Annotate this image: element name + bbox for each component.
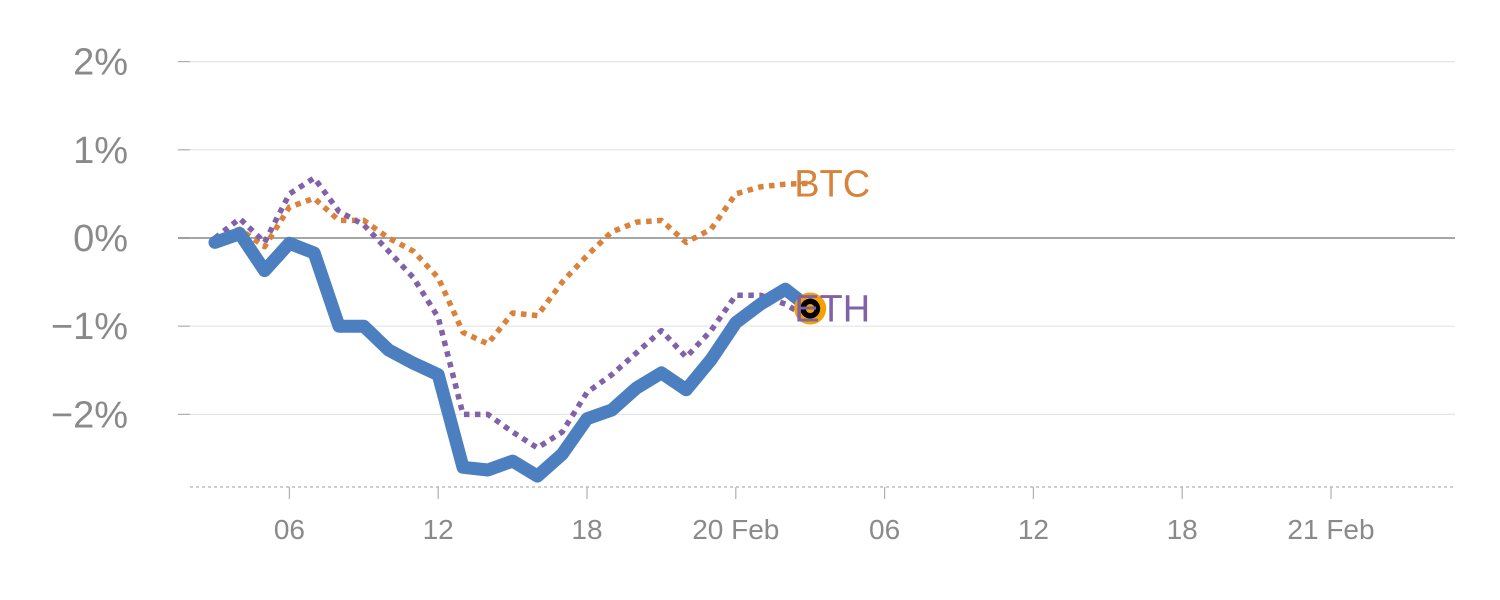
series-line-main [208, 227, 817, 483]
y-tick-label: 0% [73, 218, 128, 260]
y-tick-label: 1% [73, 130, 128, 172]
x-tick-label: 12 [1018, 514, 1049, 545]
series-label: ETH [794, 289, 870, 331]
x-tick-label: 06 [274, 514, 305, 545]
x-tick-label: 20 Feb [692, 514, 779, 545]
x-tick-label: 06 [869, 514, 900, 545]
x-tick-label: 12 [423, 514, 454, 545]
y-tick-label: −1% [51, 306, 128, 348]
x-tick-label: 21 Feb [1287, 514, 1374, 545]
series-labels: BTC ETH [794, 163, 870, 330]
x-axis: 06 12 18 20 Feb 06 12 18 21 Feb [274, 487, 1375, 545]
x-tick-label: 18 [571, 514, 602, 545]
series-line-btc [214, 180, 811, 347]
x-tick-label: 18 [1167, 514, 1198, 545]
y-axis: 2% 1% 0% −1% −2% [51, 42, 128, 437]
y-tick-label: 2% [73, 42, 128, 84]
end-marker [794, 292, 827, 325]
series-label: BTC [794, 163, 870, 205]
y-tick-label: −2% [51, 394, 128, 436]
gridlines [178, 60, 1455, 488]
marker-dot [805, 304, 815, 314]
series-lines [208, 175, 817, 483]
